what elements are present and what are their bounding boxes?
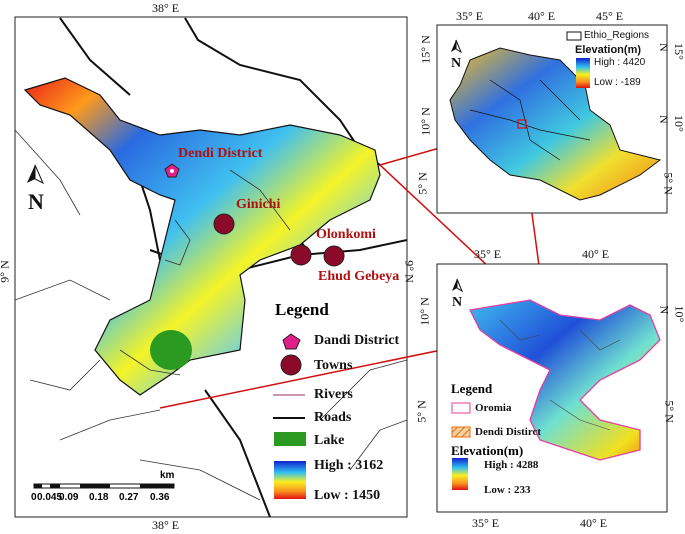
main-top-lon: 38° E — [152, 1, 180, 15]
oro-bottom-40: 40° E — [580, 516, 608, 530]
oro-top-35: 35° E — [474, 247, 502, 261]
oro-legend-dendi: Dendi Distirct — [475, 426, 542, 438]
main-bottom-lon: 38° E — [152, 518, 180, 532]
oro-legend-dendi-icon — [451, 426, 471, 438]
legend-item-lake: Lake — [314, 433, 345, 448]
eth-right-5: 5° N — [661, 172, 676, 195]
eth-top-tick-45: 45° E — [596, 9, 624, 23]
oro-elev-title: Elevation(m) — [451, 443, 524, 458]
eth-right-15: 15° N — [657, 43, 685, 60]
legend-item-towns: Towns — [314, 358, 353, 373]
scale-label-4: 0.27 — [119, 492, 139, 503]
oro-legend-title: Legend — [451, 381, 493, 396]
dendi-elevation-area — [23, 77, 381, 396]
north-arrow-icon: N — [27, 164, 45, 214]
oro-top-40: 40° E — [582, 247, 610, 261]
eth-right-10: 10° N — [657, 115, 685, 132]
oromia-shape — [469, 299, 661, 461]
eth-elev-title: Elevation(m) — [575, 44, 642, 56]
scale-label-0: 0 — [31, 492, 37, 503]
eth-top-tick-35: 35° E — [456, 9, 484, 23]
scale-label-5: 0.36 — [150, 492, 170, 503]
eth-top-tick-40: 40° E — [528, 9, 556, 23]
oro-left-5: 5° N — [414, 400, 429, 423]
legend-elev-high: High : 3162 — [314, 458, 384, 473]
eth-left-15: 15° N — [418, 35, 433, 64]
oro-right-5: 5° N — [662, 400, 677, 423]
oro-elev-low: Low : 233 — [484, 484, 531, 496]
eth-elev-low: Low : -189 — [594, 77, 641, 88]
eth-regions-label: Ethio_Regions — [584, 30, 650, 41]
town-olonkomi — [290, 244, 312, 266]
eth-left-5: 5° N — [415, 172, 430, 195]
town-ginichi — [213, 213, 235, 235]
eth-elev-ramp — [576, 58, 590, 88]
scale-bar — [33, 483, 175, 489]
scale-label-1: 0.045 — [37, 492, 63, 503]
oro-right-10: 10° N — [657, 305, 685, 323]
oro-north-arrow-icon: N — [452, 278, 464, 310]
legend-elev-low: Low : 1450 — [314, 488, 381, 503]
legend-elev-ramp — [274, 461, 306, 499]
label-ehud-gebeya: Ehud Gebeya — [318, 269, 400, 284]
eth-elev-high: High : 4420 — [594, 57, 646, 68]
oro-left-10: 10° N — [417, 297, 432, 326]
oro-legend-oromia-icon — [451, 402, 471, 414]
label-ginichi: Ginichi — [236, 197, 281, 212]
legend-item-rivers: Rivers — [314, 387, 353, 402]
label-dendi-district: Dendi District — [178, 146, 263, 161]
eth-left-10: 10° N — [418, 107, 433, 136]
oro-elev-ramp — [452, 458, 468, 490]
svg-text:N: N — [452, 295, 462, 310]
legend-pent-icon — [282, 333, 301, 350]
label-olonkomi: Olonkomi — [316, 227, 376, 242]
oro-elev-high: High : 4288 — [484, 459, 539, 471]
scale-label-2: 0.09 — [59, 492, 79, 503]
main-left-lat: 9° N — [0, 260, 12, 283]
svg-text:N: N — [451, 56, 461, 71]
eth-north-arrow-icon: N — [451, 39, 463, 71]
legend-town-icon — [280, 354, 302, 376]
legend-item-roads: Roads — [314, 410, 352, 425]
legend-item-dandi: Dandi District — [314, 333, 400, 348]
town-ehud-gebeya — [323, 245, 345, 267]
scale-unit: km — [160, 470, 175, 481]
oro-legend-oromia: Oromia — [475, 402, 512, 414]
legend-lake-icon — [274, 432, 306, 446]
ethiopia-shape — [449, 47, 662, 201]
rivers — [14, 129, 408, 501]
oro-bottom-35: 35° E — [472, 516, 500, 530]
svg-text:N: N — [28, 189, 44, 214]
main-legend-title: Legend — [275, 300, 329, 319]
eth-region-legend-icon — [566, 31, 582, 41]
scale-label-3: 0.18 — [89, 492, 109, 503]
main-right-lat: 9° N — [402, 260, 417, 283]
internal-boundaries — [119, 169, 291, 376]
lake — [150, 330, 192, 370]
